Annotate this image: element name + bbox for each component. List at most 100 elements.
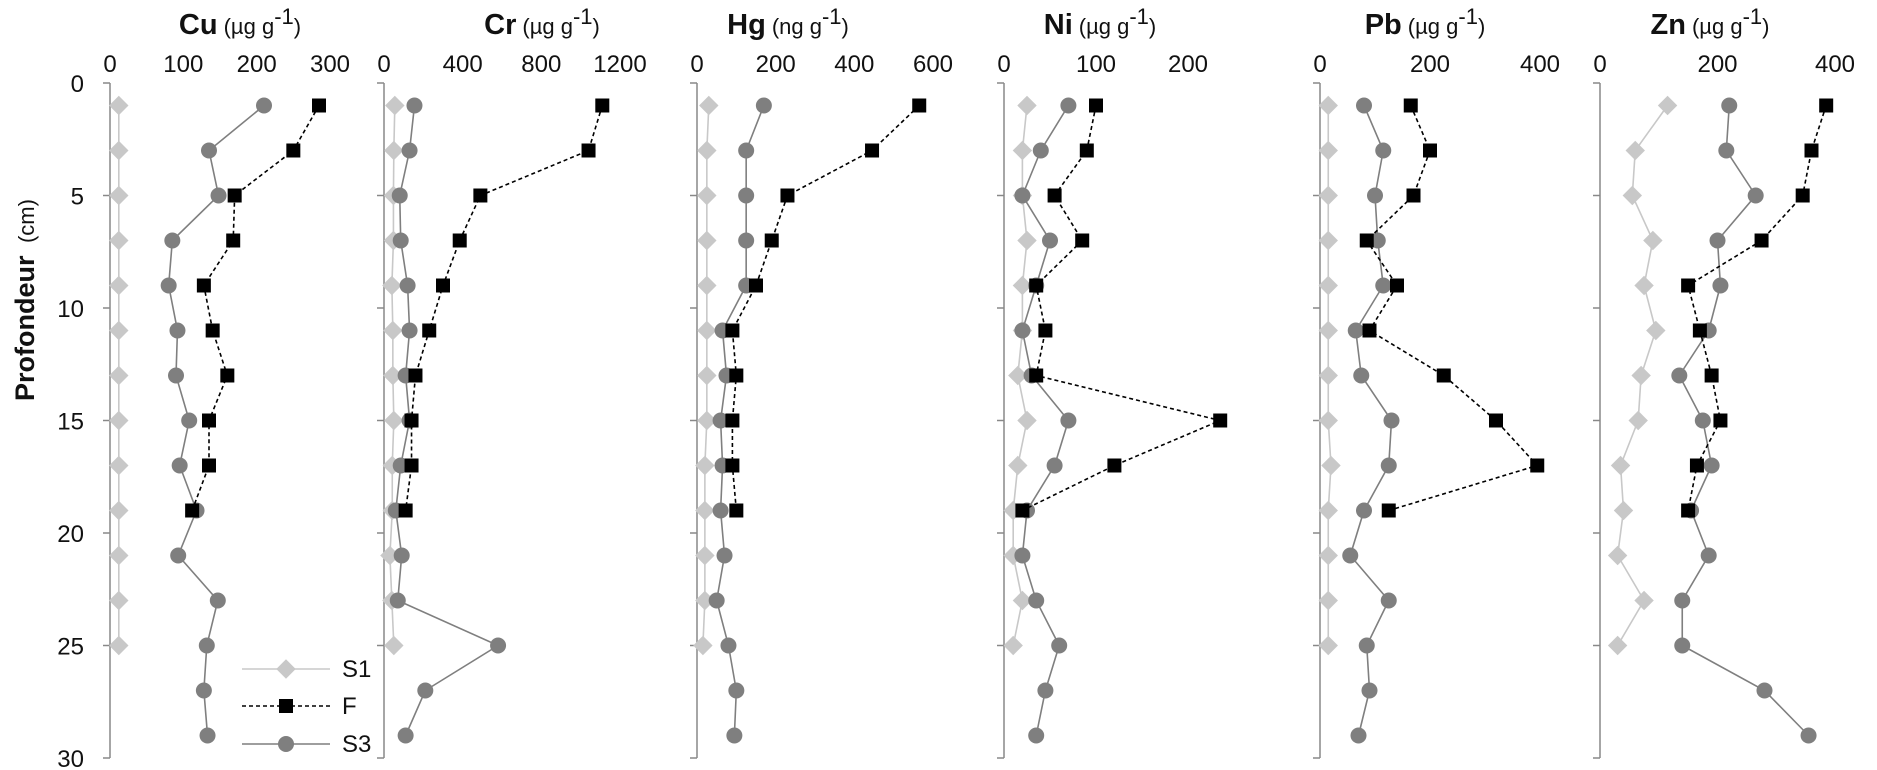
data-point-circle (1060, 97, 1077, 114)
data-point-square (286, 143, 301, 158)
data-point-circle (1356, 97, 1372, 114)
data-point-square (1713, 413, 1728, 428)
data-point-circle (170, 547, 187, 564)
data-point-circle (755, 97, 772, 114)
x-tick-label: 1200 (593, 51, 646, 78)
series-line (191, 105, 320, 511)
data-point-circle (1014, 187, 1031, 204)
data-point-diamond (109, 185, 129, 206)
data-point-circle (209, 592, 226, 609)
svg-text:Profondeur (cm): Profondeur (cm) (10, 199, 40, 401)
panel-title: Hg (ng g-1) (727, 4, 849, 41)
data-point-square (1692, 323, 1707, 338)
data-point-square (749, 278, 763, 293)
series-f (1681, 98, 1834, 518)
x-tick-label: 400 (834, 51, 874, 78)
panel-title-element: Cr (484, 9, 516, 41)
data-point-circle (1356, 502, 1372, 519)
data-point-circle (1700, 547, 1717, 564)
data-point-circle (406, 97, 423, 114)
data-point-circle (720, 637, 737, 654)
data-point-circle (278, 736, 294, 752)
data-point-circle (1375, 142, 1392, 159)
data-point-square (1107, 458, 1122, 473)
data-point-diamond (697, 320, 717, 341)
panel-title-unit-exponent: -1 (274, 4, 294, 29)
data-point-circle (399, 277, 416, 294)
data-point-circle (1380, 592, 1397, 609)
data-point-circle (1353, 367, 1370, 384)
panel-title-element: Hg (727, 9, 766, 41)
legend-label: S1 (342, 656, 371, 683)
data-point-square (226, 233, 241, 248)
data-point-diamond (1008, 455, 1028, 476)
data-point-square (1015, 503, 1030, 518)
x-tick-label: 600 (913, 51, 953, 78)
data-point-circle (393, 547, 410, 564)
data-point-square (1079, 143, 1094, 158)
y-tick-label: 25 (57, 634, 84, 661)
x-tick-label: 300 (310, 51, 350, 78)
series-line (1022, 105, 1223, 512)
data-point-circle (392, 232, 409, 249)
data-point-square (1359, 233, 1374, 248)
data-point-square (205, 323, 220, 338)
series-f (1015, 98, 1228, 518)
data-point-square (185, 503, 200, 518)
data-point-circle (160, 277, 177, 294)
data-point-square (1406, 188, 1421, 203)
data-point-square (227, 188, 242, 203)
data-point-circle (716, 547, 733, 564)
data-point-circle (1800, 727, 1817, 744)
data-point-diamond (1012, 275, 1033, 296)
data-point-square (196, 278, 211, 293)
panel-title: Pb (µg g-1) (1365, 4, 1486, 41)
data-point-square (1819, 98, 1834, 113)
data-point-square (1681, 503, 1696, 518)
panel-cu: Cu (µg g-1) 0 100 200 300 (103, 4, 350, 759)
data-point-circle (1014, 322, 1031, 339)
data-point-circle (1046, 457, 1063, 474)
data-point-diamond (109, 320, 129, 341)
data-point-square (1213, 413, 1228, 428)
data-point-square (422, 323, 437, 338)
data-point-diamond (276, 659, 296, 679)
data-point-diamond (109, 500, 129, 521)
data-point-square (436, 278, 450, 293)
data-point-diamond (1643, 230, 1663, 251)
data-point-diamond (384, 635, 404, 656)
data-point-square (473, 188, 488, 203)
data-point-square (865, 143, 880, 158)
series-f (398, 98, 610, 518)
data-point-square (725, 458, 740, 473)
series-f (185, 98, 326, 518)
data-point-diamond (109, 95, 129, 116)
data-point-circle (1051, 637, 1068, 654)
data-point-diamond (1634, 275, 1654, 296)
data-point-circle (1037, 682, 1054, 699)
data-point-square (1423, 143, 1437, 158)
panel-title-unit-exponent: -1 (573, 4, 593, 29)
data-point-circle (1375, 277, 1392, 294)
data-point-diamond (382, 275, 402, 296)
data-point-diamond (1318, 635, 1338, 656)
data-point-diamond (1607, 545, 1628, 566)
panel-title-unit-close: ) (1478, 14, 1485, 39)
panel-zn: Zn (µg g-1) 0 200 400 (1593, 4, 1855, 759)
data-point-diamond (109, 590, 129, 611)
panel-title-unit-close: ) (842, 14, 849, 39)
data-point-circle (171, 457, 188, 474)
data-point-diamond (1318, 320, 1338, 341)
series-s1 (109, 95, 129, 656)
panel-title-unit: (µg g (1692, 14, 1743, 39)
x-tick-label: 200 (1697, 51, 1737, 78)
data-point-square (1804, 143, 1819, 158)
data-point-diamond (1634, 590, 1654, 611)
series-line (1687, 105, 1827, 511)
data-point-diamond (1012, 140, 1033, 161)
data-point-square (581, 143, 596, 158)
x-tick-label: 800 (521, 51, 561, 78)
x-tick-label: 0 (103, 51, 116, 78)
